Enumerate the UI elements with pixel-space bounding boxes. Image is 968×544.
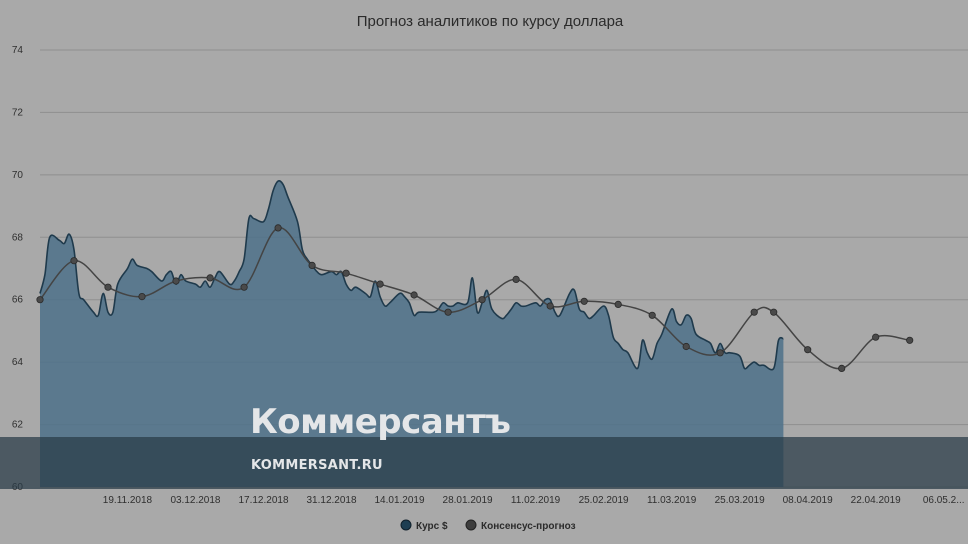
- y-tick-label: 74: [12, 45, 24, 56]
- y-tick-label: 72: [12, 107, 24, 118]
- forecast-line-group: [36, 224, 914, 372]
- legend-label-rate: Курс $: [416, 521, 448, 532]
- consensus-point[interactable]: [172, 277, 180, 285]
- legend-marker-rate: [400, 519, 412, 531]
- y-tick-label: 62: [12, 420, 24, 431]
- y-tick-label: 64: [12, 357, 24, 368]
- consensus-point[interactable]: [580, 297, 588, 305]
- chart-title: Прогноз аналитиков по курсу доллара: [357, 13, 624, 30]
- consensus-point[interactable]: [750, 308, 758, 316]
- plot-area: [39, 179, 784, 487]
- x-tick-label: 11.03.2019: [647, 495, 697, 506]
- consensus-point[interactable]: [512, 275, 520, 283]
- x-tick-label: 19.11.2018: [103, 495, 153, 506]
- rate-line: [39, 179, 784, 371]
- y-tick-label: 66: [12, 295, 24, 306]
- consensus-point[interactable]: [872, 333, 880, 341]
- x-tick-label: 11.02.2019: [511, 495, 561, 506]
- x-tick-label: 25.02.2019: [579, 495, 629, 506]
- legend-label-consensus: Консенсус-прогноз: [481, 521, 576, 532]
- consensus-point[interactable]: [770, 308, 778, 316]
- x-tick-label: 03.12.2018: [170, 495, 220, 506]
- consensus-point[interactable]: [478, 296, 486, 304]
- legend-item-consensus[interactable]: Консенсус-прогноз: [465, 519, 576, 532]
- x-tick-label: 22.04.2019: [851, 495, 901, 506]
- consensus-point[interactable]: [410, 291, 418, 299]
- consensus-point[interactable]: [682, 342, 690, 351]
- watermark-bar: [0, 437, 968, 489]
- y-tick-label: 68: [12, 232, 24, 243]
- rate-area-fill: [40, 180, 784, 487]
- x-tick-label: 28.01.2019: [443, 495, 493, 506]
- consensus-point[interactable]: [716, 349, 724, 357]
- consensus-point[interactable]: [838, 364, 846, 372]
- consensus-point[interactable]: [104, 283, 112, 291]
- x-tick-label: 31.12.2018: [306, 495, 356, 506]
- consensus-point[interactable]: [308, 261, 316, 269]
- y-axis: 6062646668707274: [12, 45, 24, 493]
- x-axis: 19.11.2018 03.12.2018 17.12.2018 31.12.2018…: [103, 495, 965, 506]
- consensus-point[interactable]: [274, 224, 282, 232]
- consensus-point[interactable]: [206, 274, 214, 282]
- consensus-point[interactable]: [342, 269, 350, 277]
- consensus-point[interactable]: [804, 346, 812, 354]
- consensus-point[interactable]: [240, 283, 248, 291]
- consensus-point[interactable]: [36, 296, 44, 304]
- x-tick-label: 25.03.2019: [715, 495, 765, 506]
- x-tick-label: 08.04.2019: [783, 495, 833, 506]
- y-tick-label: 70: [12, 170, 24, 181]
- consensus-point[interactable]: [546, 302, 554, 310]
- kommersant-url: KOMMERSANT.RU: [251, 458, 383, 473]
- consensus-point[interactable]: [70, 257, 78, 265]
- consensus-point[interactable]: [614, 300, 622, 308]
- consensus-point[interactable]: [444, 308, 452, 316]
- consensus-point[interactable]: [138, 292, 146, 301]
- consensus-point[interactable]: [906, 336, 914, 344]
- x-tick-label: 17.12.2018: [238, 495, 288, 506]
- legend-item-rate[interactable]: Курс $: [400, 519, 448, 532]
- kommersant-logo: Коммерсантъ: [250, 402, 511, 442]
- legend[interactable]: Курс $ Консенсус-прогноз: [400, 519, 576, 532]
- x-tick-label: 14.01.2019: [375, 495, 425, 506]
- consensus-point[interactable]: [648, 311, 656, 319]
- legend-marker-consensus: [465, 519, 477, 531]
- x-tick-label: 06.05.2...: [923, 495, 965, 506]
- consensus-point[interactable]: [376, 280, 384, 288]
